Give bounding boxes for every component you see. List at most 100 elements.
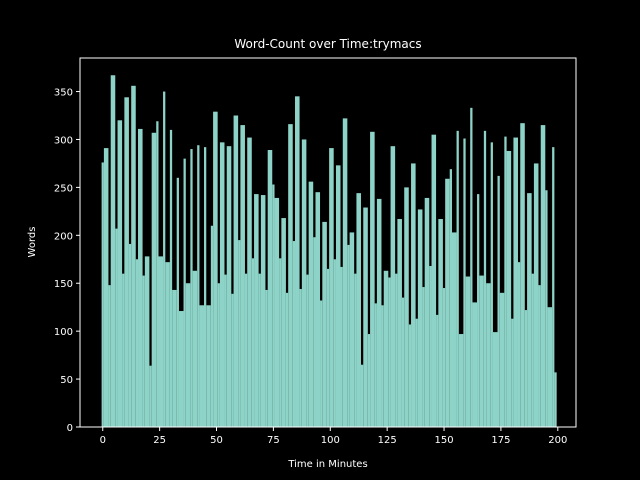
bar [422,287,425,427]
bar [333,259,336,427]
bar [101,162,104,427]
bar [260,195,266,427]
y-tick-label: 50 [60,375,73,386]
bar [178,311,184,427]
bar [251,258,255,427]
bar [388,277,391,427]
bar [306,274,309,427]
y-axis-label: Words [27,227,38,258]
bar [538,285,541,427]
bar [308,181,314,427]
bar [238,240,241,427]
bar [470,107,473,427]
bar [490,142,493,428]
bar [299,288,302,427]
bar [374,303,377,427]
x-tick-label: 0 [100,435,106,446]
bar [417,209,423,427]
bar [156,121,159,427]
bar [483,130,487,427]
bar [390,146,396,427]
bar [183,158,186,428]
bar [486,283,491,427]
bar [349,232,355,427]
bar [527,193,532,427]
bar [322,221,327,427]
bar [204,147,207,427]
bar [465,276,471,427]
bar [395,273,398,427]
y-tick-label: 250 [54,183,73,194]
chart-title: Word-Count over Time:trymacs [234,37,421,51]
bar [449,169,452,428]
x-tick-label: 25 [153,435,166,446]
bar [158,256,164,427]
bar [142,275,145,427]
bar [401,297,405,427]
bar [117,120,123,427]
bar [313,237,316,427]
bar [367,334,371,427]
bar [151,132,157,428]
bar [540,125,546,427]
bar [383,270,389,427]
bar [442,288,446,427]
bar [445,178,450,427]
bar [135,259,139,427]
bar [356,193,361,427]
bar [452,232,457,427]
bar [288,124,293,427]
bar [320,300,323,427]
bar [415,318,418,427]
bar [285,292,289,427]
bar [131,85,136,428]
bar [231,293,234,427]
bar [492,332,498,427]
bar [115,228,118,427]
x-tick-label: 100 [321,435,340,446]
bar [247,137,252,427]
bar [504,136,507,427]
bar [210,225,214,427]
bar [144,256,150,427]
plot-frame [79,57,577,428]
bar [326,268,330,427]
bar [347,244,350,427]
bar [376,198,382,427]
bar [124,97,129,427]
bar [370,131,375,428]
bar [192,270,198,427]
bar [363,207,368,427]
bar [176,177,179,427]
bar [408,324,412,427]
bar [233,115,239,427]
bar [301,139,307,427]
bar [272,184,275,427]
x-tick-label: 150 [434,435,453,446]
bar [240,125,245,427]
y-tick-label: 300 [54,135,73,146]
bar [517,262,521,427]
bar [279,258,282,427]
bar [226,146,232,427]
bar [122,273,125,427]
bar [108,285,111,427]
x-tick-label: 75 [267,435,280,446]
y-tick-label: 0 [67,423,73,434]
bar [397,219,402,427]
x-tick-label: 200 [548,435,567,446]
bar [497,175,500,427]
bar [472,302,478,427]
bar [545,190,548,427]
bar [149,365,152,427]
bar [197,145,200,427]
bar [165,262,170,427]
bar [265,289,268,427]
bar [477,194,480,427]
bar [436,314,439,427]
bar [533,163,539,427]
bar [431,134,437,427]
x-tick-label: 50 [210,435,223,446]
y-tick-label: 350 [54,88,73,99]
y-tick-label: 100 [54,327,73,338]
